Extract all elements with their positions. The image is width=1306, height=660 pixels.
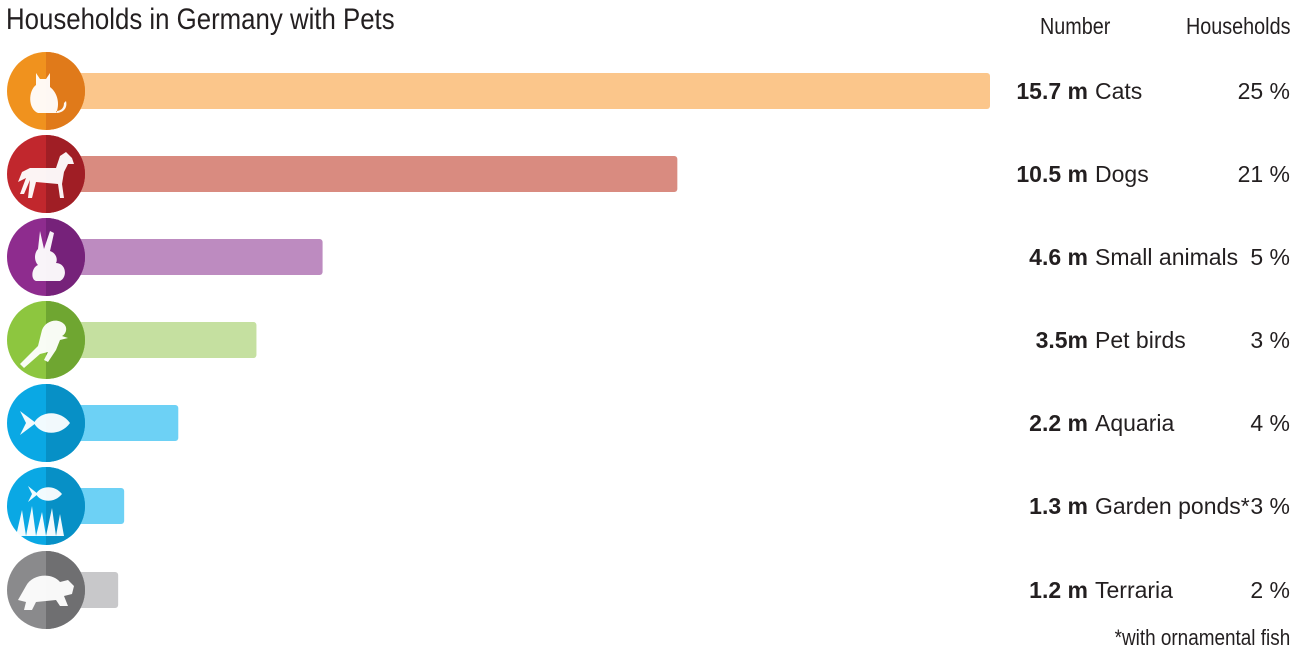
category-label: Garden ponds* [1095, 493, 1250, 519]
category-label: Dogs [1095, 161, 1149, 187]
category-label: Pet birds [1095, 327, 1186, 353]
households-label: 25 % [1238, 78, 1290, 104]
dog-icon [7, 135, 85, 213]
value-label: 1.2 m [1029, 577, 1088, 603]
fish-icon [7, 384, 85, 462]
pond-fish-icon [7, 467, 85, 545]
value-label: 2.2 m [1029, 410, 1088, 436]
households-label: 21 % [1238, 161, 1290, 187]
bar-cats [46, 73, 990, 109]
column-header-number: Number [1040, 13, 1111, 39]
cat-icon [7, 52, 85, 130]
households-label: 4 % [1250, 410, 1290, 436]
column-header-households: Households [1185, 13, 1290, 39]
parrot-icon [7, 301, 85, 379]
category-label: Aquaria [1095, 410, 1174, 436]
value-label: 10.5 m [1016, 161, 1088, 187]
category-label: Cats [1095, 78, 1142, 104]
bar-dogs [46, 156, 678, 192]
bar-small-animals [46, 239, 323, 275]
category-label: Small animals [1095, 244, 1238, 270]
households-label: 3 % [1250, 493, 1290, 519]
households-label: 3 % [1250, 327, 1290, 353]
chart-title: Households in Germany with Pets [6, 3, 395, 36]
rabbit-icon [7, 218, 85, 296]
households-label: 2 % [1250, 577, 1290, 603]
value-label: 3.5m [1036, 327, 1088, 353]
value-label: 1.3 m [1029, 493, 1088, 519]
category-label: Terraria [1095, 577, 1173, 603]
bar-pet-birds [46, 322, 257, 358]
value-label: 4.6 m [1029, 244, 1088, 270]
households-label: 5 % [1250, 244, 1290, 270]
turtle-icon [7, 551, 85, 629]
value-label: 15.7 m [1016, 78, 1088, 104]
footnote: *with ornamental fish [1114, 625, 1290, 650]
